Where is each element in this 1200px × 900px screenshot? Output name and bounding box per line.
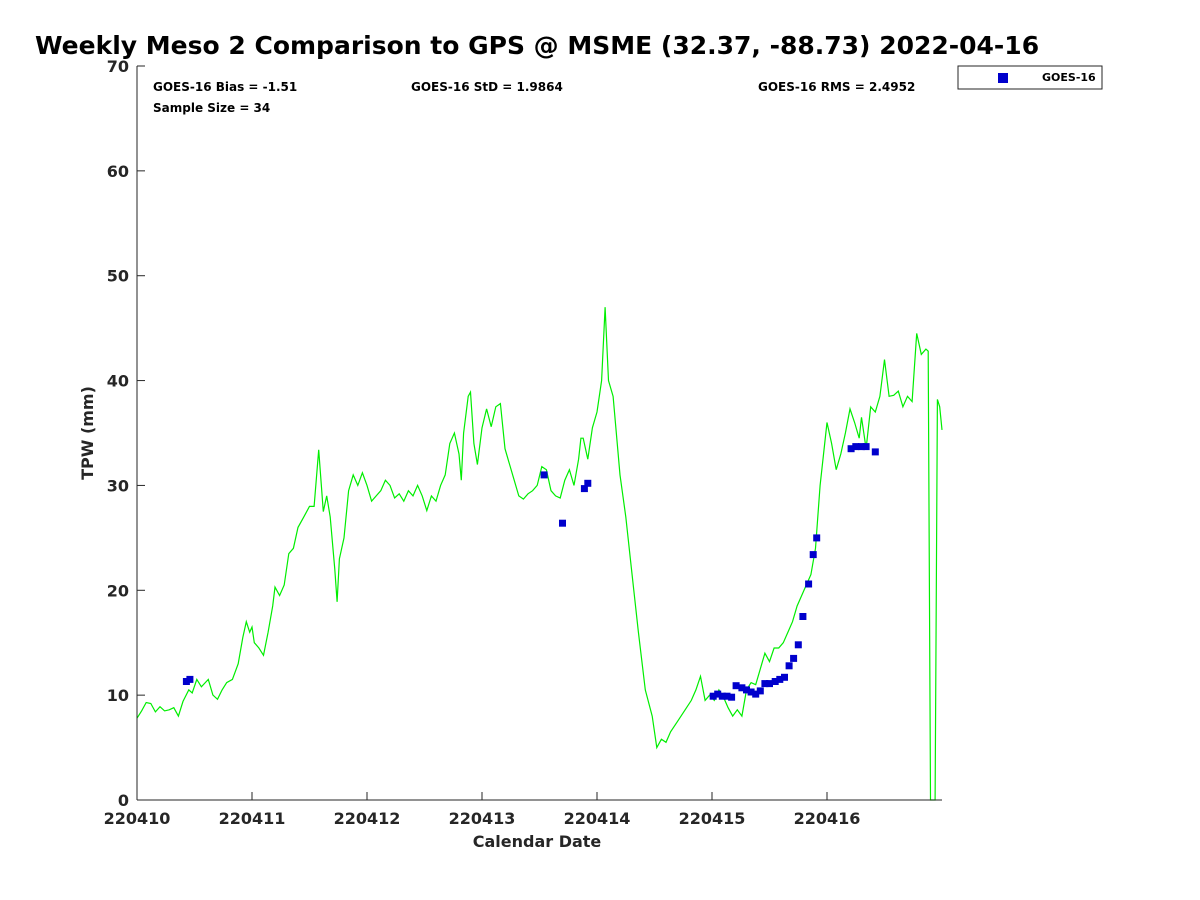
goes16-point bbox=[847, 445, 855, 453]
goes16-point bbox=[738, 684, 746, 692]
goes16-point bbox=[728, 693, 736, 701]
plot-background bbox=[137, 66, 942, 800]
goes16-point bbox=[862, 443, 870, 451]
goes16-point bbox=[756, 687, 764, 695]
sample-size-stat: Sample Size = 34 bbox=[153, 101, 270, 115]
y-tick-label: 60 bbox=[107, 162, 129, 181]
gps-line-series bbox=[136, 307, 943, 801]
x-ticks: 220410 220411 220412 220413 220414 220415 2204… bbox=[104, 792, 861, 828]
goes16-point bbox=[805, 580, 813, 588]
gps-tpw-line bbox=[136, 307, 943, 801]
x-tick-label: 220411 bbox=[219, 809, 286, 828]
legend-box bbox=[957, 65, 1103, 90]
goes16-point bbox=[743, 686, 750, 694]
y-axis-label: TPW (mm) bbox=[78, 386, 97, 480]
goes16-point bbox=[813, 534, 821, 542]
goes16-point bbox=[771, 678, 779, 685]
axes bbox=[136, 66, 942, 801]
goes16-point bbox=[761, 680, 769, 688]
plot-area bbox=[137, 66, 942, 800]
y-tick-label: 10 bbox=[107, 686, 129, 705]
chart-title: Weekly Meso 2 Comparison to GPS @ MSME (… bbox=[35, 31, 1039, 60]
goes16-point bbox=[871, 448, 879, 456]
y-tick-label: 40 bbox=[107, 372, 129, 391]
x-axis-label: Calendar Date bbox=[473, 832, 602, 851]
goes16-point bbox=[781, 673, 788, 681]
x-tick-label: 220410 bbox=[104, 809, 171, 828]
goes16-scatter-series bbox=[182, 443, 879, 701]
x-tick-label: 220412 bbox=[334, 809, 401, 828]
goes16-point bbox=[540, 471, 548, 479]
bias-stat: GOES-16 Bias = -1.51 bbox=[153, 80, 297, 94]
goes16-point bbox=[794, 641, 802, 649]
goes16-point bbox=[723, 692, 731, 700]
x-tick-label: 220415 bbox=[679, 809, 746, 828]
goes16-point bbox=[186, 675, 194, 683]
goes16-point bbox=[559, 519, 566, 527]
goes16-point bbox=[580, 485, 588, 493]
y-tick-label: 30 bbox=[107, 476, 129, 495]
legend-label: GOES-16 bbox=[1042, 71, 1096, 84]
goes16-point bbox=[718, 692, 726, 700]
y-tick-label: 70 bbox=[107, 57, 129, 76]
goes16-point bbox=[858, 443, 865, 451]
goes16-point bbox=[776, 675, 784, 683]
y-tick-label: 20 bbox=[107, 581, 129, 600]
goes16-point bbox=[732, 682, 740, 690]
x-tick-label: 220413 bbox=[449, 809, 516, 828]
y-ticks: 0 10 20 30 40 50 60 70 bbox=[107, 57, 145, 810]
x-tick-label: 220416 bbox=[794, 809, 861, 828]
y-tick-label: 50 bbox=[107, 267, 129, 286]
goes16-point bbox=[809, 551, 817, 559]
goes16-point bbox=[747, 688, 755, 696]
goes16-point bbox=[714, 690, 722, 698]
legend: GOES-16 bbox=[957, 65, 1103, 90]
legend-marker bbox=[998, 73, 1008, 83]
y-tick-label: 0 bbox=[118, 791, 129, 810]
goes16-point bbox=[584, 479, 592, 487]
rms-stat: GOES-16 RMS = 2.4952 bbox=[758, 80, 915, 94]
goes16-point bbox=[766, 680, 773, 688]
std-stat: GOES-16 StD = 1.9864 bbox=[411, 80, 563, 94]
goes16-point bbox=[785, 662, 793, 670]
goes16-point bbox=[752, 690, 760, 698]
goes16-point bbox=[852, 443, 860, 451]
x-tick-label: 220414 bbox=[564, 809, 631, 828]
goes16-point bbox=[799, 613, 807, 620]
goes16-point bbox=[790, 654, 798, 662]
goes16-point bbox=[709, 692, 717, 700]
